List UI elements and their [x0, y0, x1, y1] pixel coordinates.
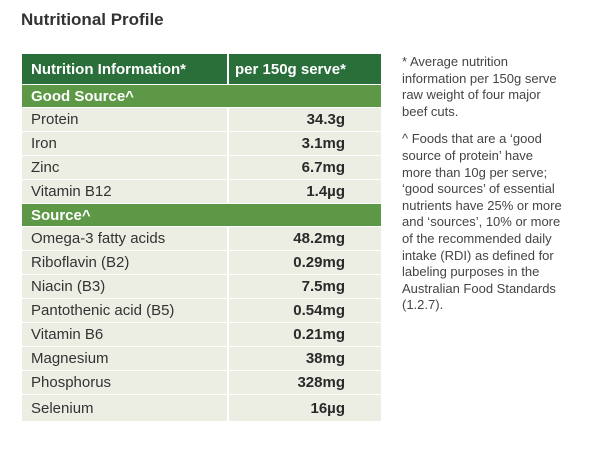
footnote-source-definition: ^ Foods that are a ‘good source of prote… [402, 131, 562, 313]
table-row: Omega-3 fatty acids 48.2mg [22, 226, 381, 251]
nutrient-value: 7.5mg [227, 274, 381, 299]
nutrient-value: 0.21mg [227, 322, 381, 347]
section-header-source: Source^ [22, 203, 381, 227]
nutrient-name: Selenium [22, 394, 228, 421]
section-label: Good Source^ [22, 84, 381, 108]
nutrient-value: 0.29mg [227, 250, 381, 275]
nutrient-value: 16µg [227, 394, 381, 421]
nutrient-value: 0.54mg [227, 298, 381, 323]
nutrient-value: 38mg [227, 346, 381, 371]
nutrient-name: Vitamin B12 [22, 179, 228, 204]
table-row: Magnesium 38mg [22, 346, 381, 371]
nutrient-value: 328mg [227, 370, 381, 395]
table-row: Vitamin B6 0.21mg [22, 322, 381, 347]
table-row: Pantothenic acid (B5) 0.54mg [22, 298, 381, 323]
column-header-serve: per 150g serve* [227, 54, 381, 85]
section-label: Source^ [22, 203, 381, 227]
table-header-row: Nutrition Information* per 150g serve* [22, 54, 381, 85]
nutrient-name: Niacin (B3) [22, 274, 228, 299]
table-row: Niacin (B3) 7.5mg [22, 274, 381, 299]
nutrient-name: Iron [22, 131, 228, 156]
nutrient-name: Protein [22, 107, 228, 132]
nutrient-name: Magnesium [22, 346, 228, 371]
nutrient-name: Riboflavin (B2) [22, 250, 228, 275]
table-row: Iron 3.1mg [22, 131, 381, 156]
nutrient-name: Omega-3 fatty acids [22, 226, 228, 251]
page-title: Nutritional Profile [21, 10, 164, 29]
column-header-nutrient: Nutrition Information* [22, 54, 228, 85]
table-row: Zinc 6.7mg [22, 155, 381, 180]
table-row: Vitamin B12 1.4µg [22, 179, 381, 204]
nutrient-value: 6.7mg [227, 155, 381, 180]
nutrient-name: Phosphorus [22, 370, 228, 395]
nutrient-name: Pantothenic acid (B5) [22, 298, 228, 323]
nutrient-name: Vitamin B6 [22, 322, 228, 347]
footnotes: * Average nutrition information per 150g… [402, 54, 562, 314]
table-row: Protein 34.3g [22, 107, 381, 132]
table-row: Phosphorus 328mg [22, 370, 381, 395]
table-row: Riboflavin (B2) 0.29mg [22, 250, 381, 275]
nutrition-table: Nutrition Information* per 150g serve* G… [22, 54, 381, 421]
footnote-average: * Average nutrition information per 150g… [402, 54, 557, 119]
section-header-good-source: Good Source^ [22, 84, 381, 108]
nutrient-value: 3.1mg [227, 131, 381, 156]
table-row: Selenium 16µg [22, 394, 381, 421]
nutrient-value: 34.3g [227, 107, 381, 132]
nutrient-value: 1.4µg [227, 179, 381, 204]
nutrient-name: Zinc [22, 155, 228, 180]
nutrient-value: 48.2mg [227, 226, 381, 251]
